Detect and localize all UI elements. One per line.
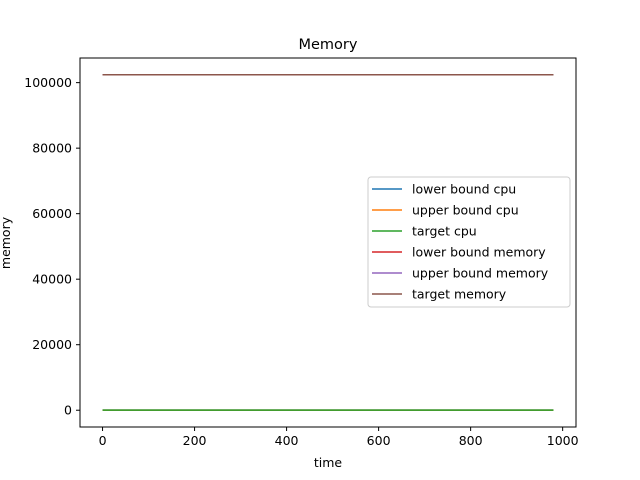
y-tick-label: 60000 bbox=[32, 206, 72, 221]
legend-label-2: target cpu bbox=[412, 224, 477, 239]
y-tick-label: 40000 bbox=[32, 272, 72, 287]
x-tick-label: 800 bbox=[459, 433, 483, 448]
series-lines bbox=[102, 74, 554, 411]
x-axis-ticks: 0 200 400 600 800 1000 bbox=[99, 427, 579, 448]
x-tick-label: 200 bbox=[183, 433, 207, 448]
y-tick-label: 100000 bbox=[24, 75, 72, 90]
x-tick-label: 1000 bbox=[547, 433, 579, 448]
x-axis-label: time bbox=[314, 455, 343, 470]
legend-label-0: lower bound cpu bbox=[412, 182, 516, 197]
y-tick-label: 20000 bbox=[32, 337, 72, 352]
x-tick-label: 400 bbox=[275, 433, 299, 448]
chart-title: Memory bbox=[299, 37, 358, 53]
legend-label-4: upper bound memory bbox=[412, 266, 549, 281]
x-tick-label: 600 bbox=[367, 433, 391, 448]
legend-box bbox=[367, 176, 571, 308]
legend-label-5: target memory bbox=[412, 287, 507, 302]
legend-label-3: lower bound memory bbox=[412, 245, 546, 260]
x-tick-label: 0 bbox=[99, 433, 107, 448]
y-axis-ticks: 0 20000 40000 60000 80000 100000 bbox=[24, 75, 80, 418]
legend: lower bound cpu upper bound cpu target cpu… bbox=[367, 176, 571, 308]
y-tick-label: 80000 bbox=[32, 141, 72, 156]
y-axis-label: memory bbox=[0, 216, 13, 269]
legend-label-1: upper bound cpu bbox=[412, 203, 519, 218]
y-tick-label: 0 bbox=[64, 403, 72, 418]
plot-frame bbox=[79, 57, 577, 428]
